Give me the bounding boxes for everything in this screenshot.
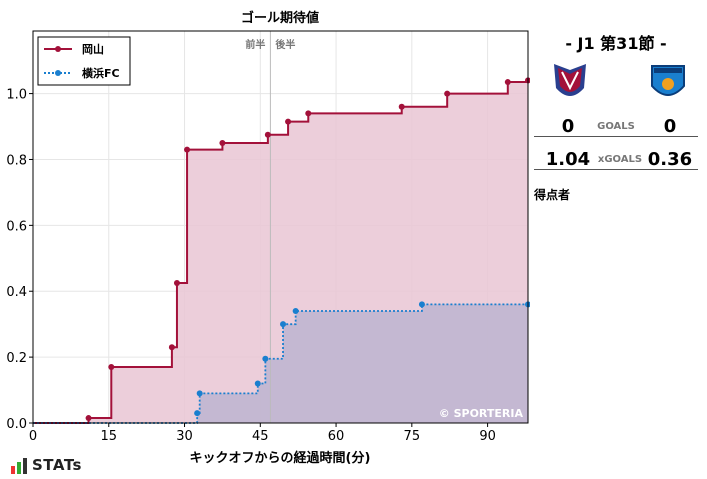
- y-tick-label: 0.6: [6, 219, 27, 234]
- home-goals: 0: [561, 116, 575, 137]
- data-point: [280, 321, 287, 328]
- goals-row: 0 GOALS 0: [534, 116, 698, 137]
- away-crest-icon: [651, 65, 685, 96]
- home-xg: 1.04: [545, 149, 591, 170]
- data-point: [254, 380, 261, 387]
- chart-title: ゴール期待値: [241, 10, 319, 26]
- matchday-title: - J1 第31節 -: [565, 34, 667, 53]
- data-point: [504, 79, 511, 86]
- y-tick-label: 0.0: [6, 417, 27, 432]
- y-tick-label: 0.8: [6, 153, 27, 168]
- data-point: [219, 140, 226, 146]
- scorers-label: 得点者: [534, 188, 571, 202]
- xg-chart: ゴール期待値 前半 後半 0 15 30 45 60 75 90 0.0 0.2 0.4 0.6 0.8 1…: [6, 10, 530, 466]
- goals-label: GOALS: [597, 121, 635, 132]
- watermark: © SPORTERIA: [439, 407, 524, 420]
- data-point: [196, 390, 203, 397]
- x-tick-label: 45: [252, 429, 269, 444]
- series-line-1: [33, 303, 528, 424]
- xg-row: 1.04 xGOALS 0.36: [534, 149, 698, 170]
- x-tick-label: 75: [404, 429, 421, 444]
- x-axis-label: キックオフからの経過時間(分): [190, 450, 371, 466]
- series-area-1: [33, 304, 528, 423]
- data-point: [285, 118, 292, 125]
- stats-logo-icon: [11, 458, 27, 474]
- second-half-label: 後半: [275, 38, 295, 51]
- data-point: [85, 415, 92, 422]
- x-tick-label: 15: [100, 429, 117, 444]
- data-point: [194, 410, 201, 417]
- legend-label-0: 岡山: [82, 42, 104, 56]
- divider: [534, 136, 698, 137]
- divider: [534, 169, 698, 170]
- data-point: [292, 308, 299, 314]
- legend-marker-0: [55, 46, 61, 52]
- data-point: [305, 110, 312, 117]
- x-tick-label: 60: [328, 429, 345, 444]
- data-point: [418, 301, 425, 308]
- x-tick-label: 0: [29, 429, 37, 444]
- data-point: [262, 355, 269, 362]
- data-point: [108, 364, 115, 370]
- data-point: [444, 90, 451, 97]
- data-point: [168, 344, 175, 351]
- x-tick-label: 90: [479, 429, 496, 444]
- away-goals: 0: [663, 116, 677, 137]
- data-point: [173, 280, 180, 286]
- y-tick-label: 1.0: [6, 88, 27, 103]
- plot-area: 前半 後半 0 15 30 45 60 75 90 0.0 0.2 0.4 0.6 0.8 1.0 © SPO…: [6, 30, 530, 444]
- data-point: [398, 103, 405, 110]
- brand-name: STATs: [32, 456, 82, 474]
- legend-marker-1: [55, 70, 61, 76]
- first-half-label: 前半: [245, 38, 265, 51]
- xg-label: xGOALS: [597, 154, 643, 165]
- data-point: [264, 131, 271, 138]
- y-tick-label: 0.2: [6, 351, 27, 366]
- plot-frame: [32, 30, 529, 424]
- data-point: [184, 146, 191, 153]
- legend-label-1: 横浜FC: [82, 66, 120, 80]
- x-tick-label: 30: [176, 429, 193, 444]
- legend-box: [37, 36, 131, 86]
- series-line-0: [33, 80, 529, 424]
- home-crest-icon: [554, 64, 586, 96]
- y-tick-label: 0.4: [6, 285, 27, 300]
- away-xg: 0.36: [647, 149, 693, 170]
